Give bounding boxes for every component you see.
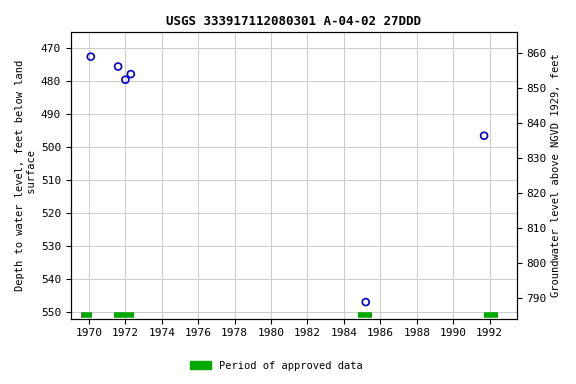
- Y-axis label: Depth to water level, feet below land
 surface: Depth to water level, feet below land su…: [15, 60, 37, 291]
- Point: [86, 54, 96, 60]
- Point: [479, 132, 488, 139]
- Y-axis label: Groundwater level above NGVD 1929, feet: Groundwater level above NGVD 1929, feet: [551, 53, 561, 297]
- Point: [361, 299, 370, 305]
- Point: [121, 77, 130, 83]
- Point: [113, 63, 123, 70]
- Legend: Period of approved data: Period of approved data: [186, 357, 367, 375]
- Point: [126, 71, 135, 77]
- Title: USGS 333917112080301 A-04-02 27DDD: USGS 333917112080301 A-04-02 27DDD: [166, 15, 421, 28]
